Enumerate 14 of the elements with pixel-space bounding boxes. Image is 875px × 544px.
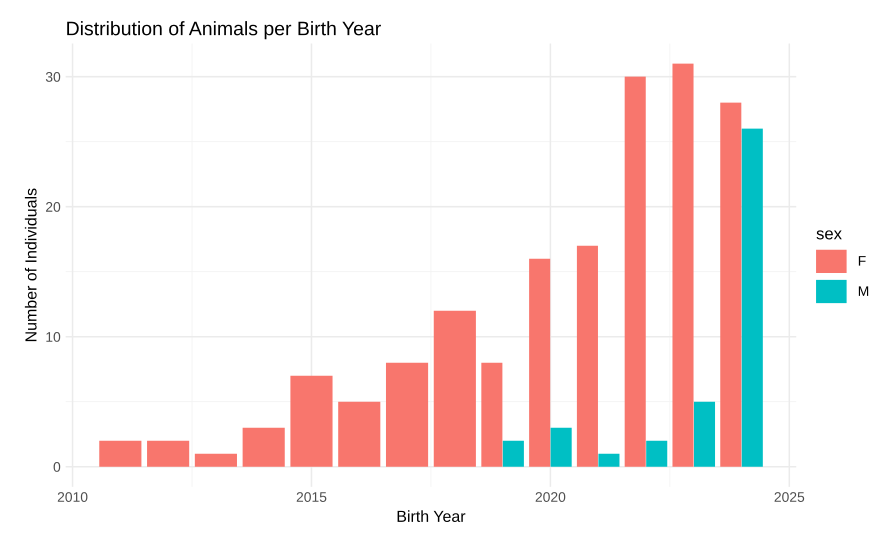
x-axis-title: Birth Year bbox=[398, 510, 466, 522]
legend-label: F bbox=[858, 256, 866, 266]
y-tick-label: 20 bbox=[46, 202, 60, 212]
chart-title: Distribution of Animals per Birth Year bbox=[67, 21, 381, 40]
legend-label: M bbox=[858, 286, 868, 296]
x-tick-label: 2025 bbox=[774, 492, 804, 502]
y-tick-label: 10 bbox=[46, 332, 60, 342]
x-tick-label: 2010 bbox=[58, 492, 88, 502]
y-tick-label: 30 bbox=[46, 72, 60, 82]
y-axis-title: Number of Individuals bbox=[24, 188, 37, 342]
x-tick-label: 2020 bbox=[536, 492, 566, 502]
y-tick-label: 0 bbox=[54, 462, 60, 472]
x-tick-label: 2015 bbox=[296, 492, 326, 502]
legend-title: sex bbox=[816, 230, 842, 240]
